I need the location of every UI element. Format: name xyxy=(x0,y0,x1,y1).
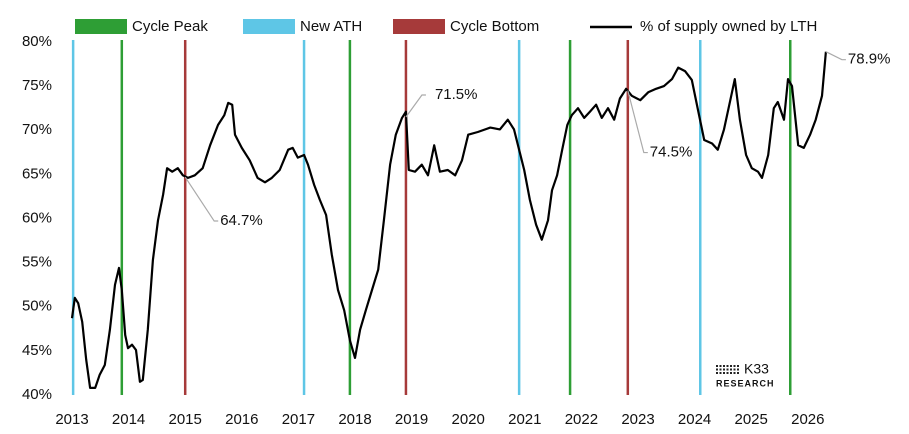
annotation-label: 64.7% xyxy=(220,212,263,229)
legend-label: Cycle Bottom xyxy=(450,18,539,35)
legend-label: Cycle Peak xyxy=(132,18,208,35)
logo-dot xyxy=(730,368,732,371)
logo-dot xyxy=(723,368,725,371)
x-tick-label: 2023 xyxy=(621,411,654,428)
logo-dot xyxy=(719,372,722,374)
annotation-label: 78.9% xyxy=(848,51,891,68)
logo-dot xyxy=(737,372,739,374)
logo-dot xyxy=(726,372,729,374)
annotation-leader xyxy=(825,51,846,61)
logo-dot xyxy=(730,365,732,367)
logo-dot xyxy=(730,372,732,374)
annotation-leader xyxy=(405,94,426,118)
y-tick-label: 55% xyxy=(22,254,52,271)
x-tick-label: 2016 xyxy=(225,411,258,428)
x-tick-label: 2026 xyxy=(791,411,824,428)
legend-swatch xyxy=(393,19,445,34)
x-tick-label: 2021 xyxy=(508,411,541,428)
logo-dot xyxy=(719,365,722,367)
data-line xyxy=(70,51,827,389)
logo-dot xyxy=(726,365,729,367)
logo-dot xyxy=(723,365,725,367)
logo-dot xyxy=(737,365,739,367)
logo-dot xyxy=(733,365,736,367)
logo-dot xyxy=(737,368,739,371)
x-tick-label: 2022 xyxy=(565,411,598,428)
annotation-label: 71.5% xyxy=(435,86,478,103)
legend-swatch xyxy=(75,19,127,34)
annotation-label: 74.5% xyxy=(650,144,693,161)
legend-label: % of supply owned by LTH xyxy=(640,18,817,35)
logo-sub: RESEARCH xyxy=(716,378,775,388)
y-tick-label: 50% xyxy=(22,298,52,315)
logo-dot xyxy=(723,372,725,374)
x-tick-label: 2025 xyxy=(735,411,768,428)
x-tick-label: 2020 xyxy=(452,411,485,428)
logo-dot xyxy=(726,368,729,371)
legend-swatch xyxy=(243,19,295,34)
logo-dot xyxy=(719,368,722,371)
y-tick-label: 75% xyxy=(22,77,52,94)
legend-label: New ATH xyxy=(300,18,362,35)
logo-dot xyxy=(716,372,718,374)
x-tick-label: 2024 xyxy=(678,411,711,428)
x-tick-label: 2014 xyxy=(112,411,145,428)
annotation-leader xyxy=(627,90,648,154)
logo-dot xyxy=(733,368,736,371)
annotation-leader xyxy=(184,176,219,222)
x-tick-label: 2015 xyxy=(169,411,202,428)
x-tick-label: 2013 xyxy=(55,411,88,428)
y-tick-label: 60% xyxy=(22,209,52,226)
x-tick-label: 2019 xyxy=(395,411,428,428)
y-tick-label: 70% xyxy=(22,121,52,138)
x-tick-label: 2018 xyxy=(338,411,371,428)
y-tick-label: 40% xyxy=(22,386,52,403)
y-tick-label: 65% xyxy=(22,165,52,182)
logo-brand: K33 xyxy=(744,361,769,377)
y-tick-label: 80% xyxy=(22,33,52,50)
y-tick-label: 45% xyxy=(22,342,52,359)
x-tick-label: 2017 xyxy=(282,411,315,428)
logo-dot xyxy=(716,365,718,367)
logo-dot xyxy=(733,372,736,374)
logo-dot xyxy=(716,368,718,371)
